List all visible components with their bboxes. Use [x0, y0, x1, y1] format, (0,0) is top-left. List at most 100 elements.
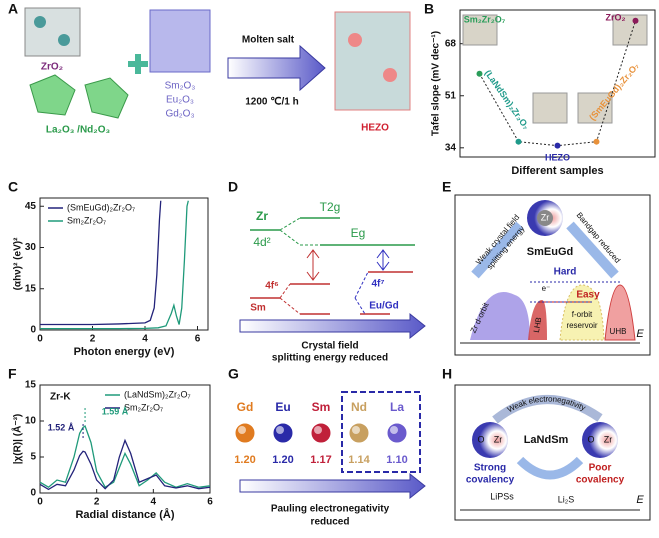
label: 4f⁶ — [265, 281, 279, 292]
legend-label: Sm₂Zr₂O₇ — [124, 402, 163, 412]
label: O — [477, 434, 484, 444]
label: LaNdSm — [524, 434, 569, 446]
label: Eu/Gd — [369, 301, 398, 312]
element-value: 1.14 — [348, 454, 370, 466]
label: Sm₂O₃ — [165, 81, 196, 92]
arrow — [471, 221, 524, 279]
label: T2g — [320, 200, 341, 214]
line — [40, 200, 162, 326]
y-tick-label: 10 — [25, 416, 37, 427]
band — [528, 300, 547, 340]
label: Weak electronegativity — [506, 395, 587, 415]
panel-a: ZrO₂ La₂O₃ /Nd₂O₃ Sm₂O₃ Eu₂O₃ Gd₂O₃ Molt… — [24, 7, 411, 136]
caption: Crystal field — [301, 341, 358, 352]
legend-label: (SmEuGd)₂Zr₂O₇ — [67, 202, 135, 212]
point — [554, 142, 561, 149]
label: Eg — [351, 226, 366, 240]
crystal — [334, 11, 411, 111]
frame — [341, 391, 421, 473]
plot-frame — [39, 384, 211, 494]
caption: reduced — [311, 517, 350, 528]
x-axis-label: Different samples — [511, 165, 603, 177]
y-tick-label: 45 — [25, 201, 37, 212]
label: Zr — [256, 209, 268, 223]
panel-label: H — [442, 366, 452, 382]
arrow — [530, 281, 622, 303]
label: Molten salt — [242, 35, 295, 46]
x-tick-label: 4 — [142, 334, 148, 345]
label: Zr — [604, 434, 613, 444]
legend-label: (LaNdSm)₂Zr₂O₇ — [124, 389, 191, 399]
band — [559, 284, 605, 341]
point-label: ZrO₂ — [606, 12, 626, 22]
atom-highlight — [314, 426, 322, 434]
photo — [612, 14, 648, 46]
label: Hard — [554, 267, 577, 278]
line — [39, 438, 211, 491]
label: Strong — [474, 463, 506, 474]
arrow — [376, 249, 390, 271]
element-symbol: La — [390, 400, 404, 414]
panel-label: F — [8, 366, 17, 382]
atom — [272, 422, 294, 444]
panel-label: E — [442, 179, 451, 195]
arrow — [239, 312, 426, 340]
arrow — [516, 456, 584, 480]
caption: splitting energy reduced — [272, 353, 388, 364]
y-tick-label: 15 — [25, 283, 37, 294]
label: 4f⁷ — [371, 279, 384, 290]
atom — [472, 422, 508, 458]
label: Poor — [589, 463, 612, 474]
y-tick-label: 68 — [445, 38, 457, 49]
y-tick-label: 15 — [25, 380, 37, 391]
x-axis-label: Photon energy (eV) — [74, 346, 175, 358]
x-tick-label: 4 — [151, 497, 157, 508]
arrow — [227, 44, 326, 92]
label: Zr — [494, 434, 503, 444]
panel-e: Zr SmEuGd Weak crystal field splitting e… — [454, 194, 651, 356]
atom — [537, 210, 553, 226]
level — [279, 283, 301, 315]
x-tick-label: 2 — [94, 497, 100, 508]
x-tick-label: 6 — [207, 497, 213, 508]
atom-highlight — [238, 426, 246, 434]
polyhedron — [84, 77, 129, 119]
label: LHB — [532, 316, 544, 333]
arrow — [566, 221, 619, 279]
y-tick-label: 34 — [445, 142, 457, 153]
element-value: 1.10 — [386, 454, 407, 466]
connector — [479, 20, 636, 147]
panel-label: G — [228, 366, 239, 382]
atom — [348, 33, 362, 47]
point-label: (LaNdSm)₂Zr₂O₇ — [483, 68, 532, 131]
plus — [128, 54, 148, 74]
photo — [462, 14, 498, 46]
panel-label: C — [8, 179, 18, 195]
x-tick-label: 6 — [195, 334, 201, 345]
label: 1200 ℃/1 h — [245, 97, 298, 108]
level — [250, 271, 413, 315]
panel-label: B — [424, 1, 434, 17]
atom — [58, 34, 70, 46]
atom — [386, 422, 408, 444]
polyhedron — [29, 74, 76, 116]
label: Weak electronegativity — [506, 395, 587, 415]
label: La₂O₃ /Nd₂O₃ — [46, 125, 111, 136]
panel-g: Pauling electronegativity reduced — [239, 391, 426, 528]
element-symbol: Gd — [237, 400, 254, 414]
label: Eu₂O₃ — [166, 95, 194, 106]
panel-d: Zr T2g 4d² Eg 4f⁶ Sm 4f⁷ Eu/Gd Crystal f… — [239, 200, 426, 364]
atom — [234, 422, 256, 444]
label: Zr — [541, 212, 550, 222]
photo — [532, 92, 568, 124]
atom — [310, 422, 332, 444]
frame — [454, 384, 651, 521]
label: covalency — [576, 475, 625, 486]
label: ZrO₂ — [41, 62, 63, 73]
label: LiPSs — [490, 491, 514, 501]
level — [250, 217, 415, 246]
label: E — [636, 494, 644, 506]
plot-frame — [39, 197, 209, 331]
frame — [454, 194, 651, 356]
element-value: 1.20 — [234, 454, 255, 466]
